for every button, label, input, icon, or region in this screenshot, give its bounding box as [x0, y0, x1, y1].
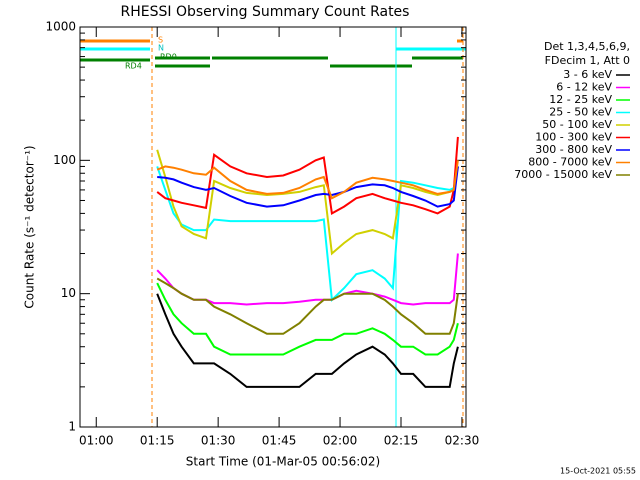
flag-label: S	[158, 36, 163, 45]
legend-title: FDecim 1, Att 0	[545, 54, 630, 67]
flag-label: N	[158, 44, 164, 53]
x-axis-label: Start Time (01-Mar-05 00:56:02)	[186, 455, 380, 469]
legend-label: 50 - 100 keV	[542, 118, 612, 131]
x-tick-label: 02:15	[384, 434, 419, 448]
y-tick-label: 10	[61, 286, 76, 300]
y-tick-label: 1000	[45, 20, 76, 34]
legend-label: 6 - 12 keV	[556, 81, 612, 94]
x-tick-label: 01:30	[201, 434, 236, 448]
x-tick-label: 01:45	[262, 434, 297, 448]
legend-label: 7000 - 15000 keV	[514, 168, 612, 181]
legend-title: Det 1,3,4,5,6,9,	[544, 40, 630, 53]
y-tick-label: 1	[68, 420, 76, 434]
series-line	[156, 282, 459, 356]
series-line	[156, 149, 459, 256]
timestamp: 15-Oct-2021 05:55	[560, 467, 636, 476]
x-tick-label: 01:00	[79, 434, 114, 448]
x-tick-label: 01:15	[140, 434, 175, 448]
x-tick-label: 02:00	[323, 434, 358, 448]
legend-label: 800 - 7000 keV	[528, 156, 612, 169]
series-line	[156, 293, 459, 388]
flag-label: RD0	[160, 53, 177, 62]
legend-label: 3 - 6 keV	[563, 68, 612, 81]
series-line	[156, 277, 459, 335]
y-tick-label: 100	[53, 153, 76, 167]
y-axis-label: Count Rate (s⁻¹ detector⁻¹)	[23, 145, 37, 308]
plot-frame	[79, 26, 467, 428]
legend-label: 12 - 25 keV	[549, 93, 612, 106]
legend-label: 25 - 50 keV	[549, 106, 612, 119]
legend-label: 100 - 300 keV	[535, 131, 612, 144]
legend-label: 300 - 800 keV	[535, 143, 612, 156]
chart-title: RHESSI Observing Summary Count Rates	[121, 4, 410, 20]
flag-label: RD4	[125, 62, 142, 71]
series-line	[156, 160, 459, 200]
series-line	[157, 166, 459, 208]
series-line	[156, 136, 459, 215]
series-line	[156, 166, 459, 302]
x-tick-label: 02:30	[445, 434, 480, 448]
